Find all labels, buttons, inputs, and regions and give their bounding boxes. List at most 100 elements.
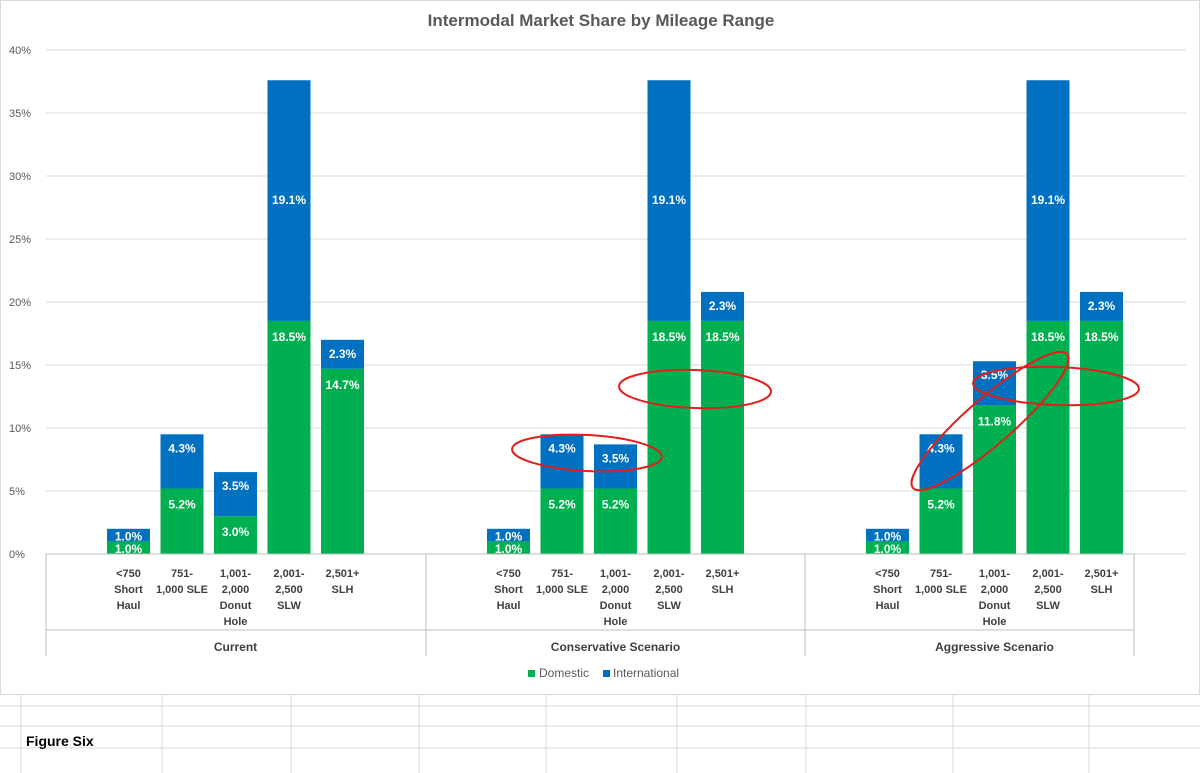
data-label-domestic: 3.0% [222,525,250,539]
data-label-domestic: 18.5% [1084,330,1118,344]
x-category-label: SLH [332,584,354,596]
bar-domestic [647,320,691,554]
x-category-label: 2,501+ [706,568,740,580]
bar-domestic [160,488,204,554]
y-tick-label: 25% [9,234,31,246]
x-category-label: 2,500 [655,584,683,596]
data-label-domestic: 11.8% [978,414,1012,428]
y-tick-label: 20% [9,297,31,309]
data-label-international: 1.0% [115,529,143,543]
bar-domestic [1026,320,1070,554]
x-category-label: Short [873,584,902,596]
data-label-domestic: 5.2% [548,497,576,511]
bar-domestic [866,541,909,554]
data-label-international: 1.0% [874,529,902,543]
y-tick-label: 30% [9,171,31,183]
data-label-international: 19.1% [652,193,686,207]
chart-title: Intermodal Market Share by Mileage Range [428,11,775,30]
bar-international [214,472,257,517]
bar-domestic [214,516,257,554]
data-label-domestic: 18.5% [705,330,739,344]
bar-international [866,528,909,542]
x-category-label: 1,000 SLE [915,584,967,596]
bar-international [594,444,637,489]
data-label-international: 1.0% [495,529,523,543]
data-label-domestic: 5.2% [927,497,955,511]
data-label-international: 19.1% [1031,193,1065,207]
x-category-label: Donut [220,600,252,612]
group-label: Aggressive Scenario [935,640,1054,654]
x-category-label: 2,001- [1032,568,1064,580]
y-tick-label: 0% [9,549,25,561]
bar-international [321,339,364,369]
x-category-label: Donut [979,600,1011,612]
x-category-label: SLW [1036,600,1060,612]
bar-domestic [267,320,311,554]
stacked-bar-chart: Intermodal Market Share by Mileage Range… [9,11,1186,680]
x-category-label: Short [114,584,143,596]
x-category-label: Haul [117,600,141,612]
x-category-label: 2,501+ [326,568,360,580]
x-category-label: 1,001- [979,568,1011,580]
y-tick-label: 15% [9,360,31,372]
x-category-label: 2,501+ [1085,568,1119,580]
bar-international [160,434,204,489]
x-category-label: Donut [600,600,632,612]
bar-international [540,434,584,489]
chart-area[interactable]: Intermodal Market Share by Mileage Range… [0,0,1200,695]
x-category-label: 751- [551,568,573,580]
y-tick-label: 40% [9,45,31,57]
data-label-domestic: 1.0% [495,542,523,556]
x-category-label: 2,000 [981,584,1009,596]
data-label-international: 4.3% [168,441,196,455]
bar-domestic [701,320,744,554]
data-label-international: 3.5% [602,451,630,465]
data-label-domestic: 18.5% [1031,330,1065,344]
x-category-label: SLH [712,584,734,596]
x-category-label: 751- [930,568,952,580]
bar-domestic [973,405,1016,554]
data-label-international: 2.3% [1088,299,1116,313]
x-category-label: 1,001- [600,568,632,580]
data-label-domestic: 1.0% [115,542,143,556]
data-label-domestic: 14.7% [325,378,359,392]
annotation-ellipse [910,350,1070,492]
data-label-domestic: 5.2% [602,497,630,511]
x-category-label: <750 [875,568,900,580]
x-category-label: Hole [224,616,248,628]
x-category-label: 2,000 [602,584,630,596]
legend-label-domestic: Domestic [539,666,589,680]
bar-domestic [321,368,364,554]
data-label-domestic: 5.2% [168,497,196,511]
x-category-label: SLW [277,600,301,612]
x-category-label: 2,500 [1034,584,1062,596]
y-tick-label: 10% [9,423,31,435]
bar-domestic [919,488,963,554]
x-category-label: SLH [1091,584,1113,596]
bar-domestic [107,541,150,554]
data-label-international: 2.3% [329,347,357,361]
x-category-label: Haul [497,600,521,612]
x-category-label: 1,000 SLE [156,584,208,596]
group-label: Conservative Scenario [551,640,680,654]
data-label-international: 4.3% [548,441,576,455]
x-category-label: <750 [116,568,141,580]
data-label-international: 3.5% [981,368,1009,382]
x-category-label: 2,000 [222,584,250,596]
annotation-ellipse [972,365,1140,407]
y-tick-label: 35% [9,108,31,120]
legend-swatch-international [603,670,610,677]
data-label-international: 19.1% [272,193,306,207]
bar-domestic [487,541,530,554]
bar-international [1026,80,1070,321]
figure-label: Figure Six [26,733,94,749]
x-category-label: 2,500 [275,584,303,596]
x-category-label: Haul [876,600,900,612]
annotation-ellipse [511,433,663,473]
legend-swatch-domestic [528,670,535,677]
x-category-label: 751- [171,568,193,580]
data-label-international: 3.5% [222,479,250,493]
x-category-label: Hole [983,616,1007,628]
data-label-international: 2.3% [709,299,737,313]
x-category-label: SLW [657,600,681,612]
